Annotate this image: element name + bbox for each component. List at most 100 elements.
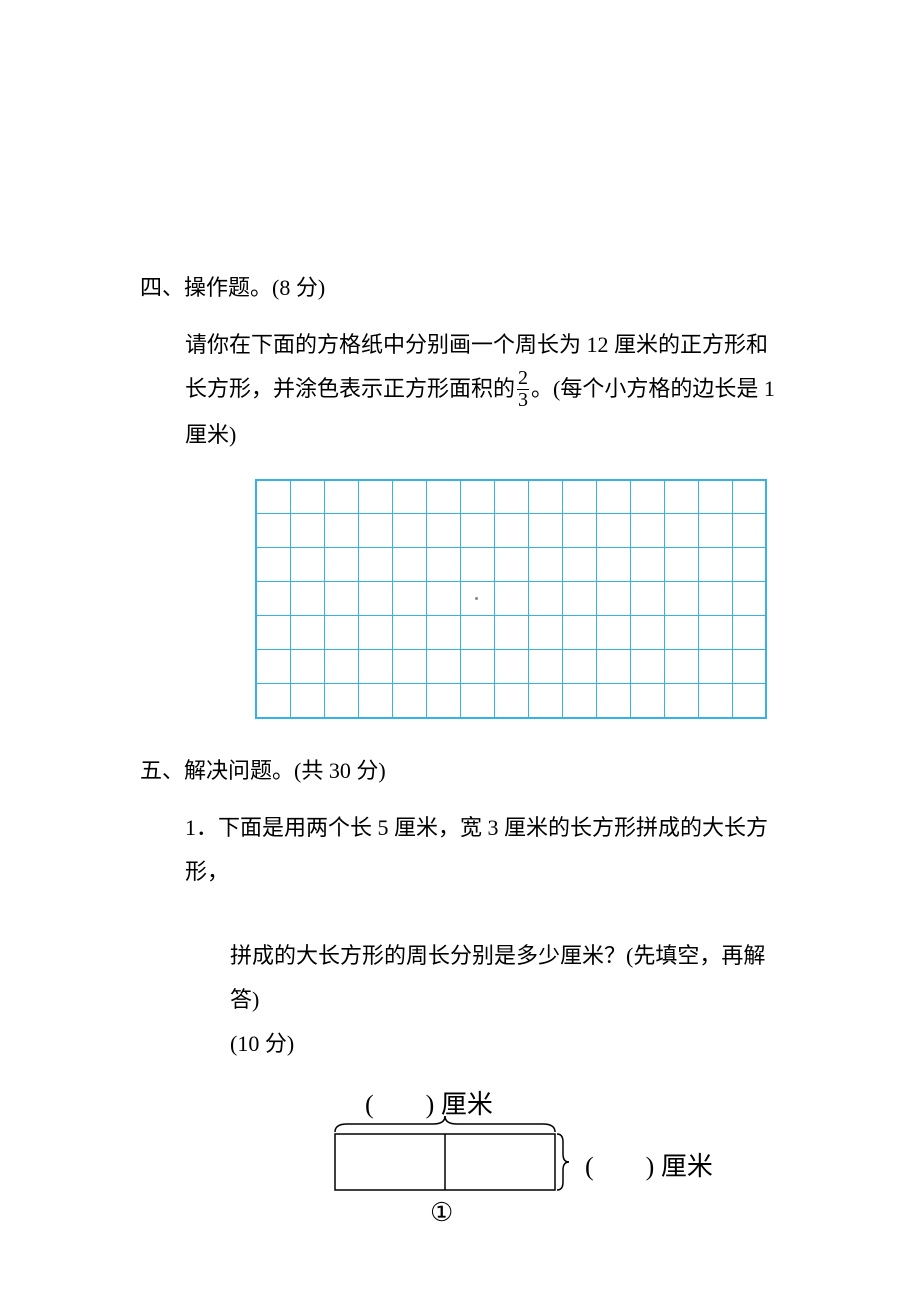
grid-cell <box>596 582 630 616</box>
grid-cell <box>698 582 732 616</box>
grid-paper <box>255 479 767 719</box>
grid-cell <box>562 480 596 514</box>
grid-cell <box>392 684 426 718</box>
section4-body: 请你在下面的方格纸中分别画一个周长为 12 厘米的正方形和 长方形，并涂色表示正… <box>140 323 780 718</box>
figure1-top-label: ( ) 厘米 <box>365 1084 493 1121</box>
grid-cell <box>358 650 392 684</box>
grid-cell <box>324 480 358 514</box>
grid-cell <box>324 616 358 650</box>
grid-cell <box>664 684 698 718</box>
grid-cell <box>290 582 324 616</box>
grid-cell <box>324 548 358 582</box>
fraction-denominator: 3 <box>517 390 529 411</box>
grid-cell <box>596 684 630 718</box>
grid-cell <box>460 480 494 514</box>
grid-cell <box>562 582 596 616</box>
grid-cell <box>460 514 494 548</box>
grid-cell <box>528 650 562 684</box>
grid-cell <box>630 616 664 650</box>
section4-line3: 厘米) <box>185 413 780 457</box>
grid-container <box>255 479 780 719</box>
grid-cell <box>426 650 460 684</box>
grid-cell <box>256 616 290 650</box>
grid-cell <box>290 548 324 582</box>
grid-cell <box>392 650 426 684</box>
grid-cell <box>494 582 528 616</box>
grid-cell <box>528 616 562 650</box>
grid-cell <box>256 684 290 718</box>
section4-line2: 长方形，并涂色表示正方形面积的23。(每个小方格的边长是 1 <box>185 367 780 412</box>
grid-cell <box>392 616 426 650</box>
grid-cell <box>358 480 392 514</box>
grid-cell <box>290 684 324 718</box>
figure1-right-label: ( ) 厘米 <box>585 1146 713 1183</box>
grid-cell <box>256 514 290 548</box>
fraction-numerator: 2 <box>517 368 529 390</box>
grid-cell <box>460 616 494 650</box>
grid-cell <box>596 480 630 514</box>
grid-cell <box>256 582 290 616</box>
grid-cell <box>290 480 324 514</box>
grid-cell <box>324 582 358 616</box>
grid-cell <box>494 616 528 650</box>
grid-cell <box>698 480 732 514</box>
grid-cell <box>494 650 528 684</box>
grid-cell <box>426 548 460 582</box>
grid-cell <box>528 514 562 548</box>
section4-title: 四、操作题。(8 分) <box>140 270 780 305</box>
grid-cell <box>358 582 392 616</box>
grid-cell <box>562 684 596 718</box>
grid-cell <box>562 548 596 582</box>
grid-cell <box>596 616 630 650</box>
grid-cell <box>494 684 528 718</box>
section5-title: 五、解决问题。(共 30 分) <box>140 753 780 788</box>
grid-cell <box>562 616 596 650</box>
grid-cell <box>528 480 562 514</box>
grid-cell <box>562 514 596 548</box>
grid-cell <box>698 684 732 718</box>
grid-cell <box>732 616 766 650</box>
grid-cell <box>630 480 664 514</box>
grid-cell <box>562 650 596 684</box>
grid-cell <box>732 548 766 582</box>
grid-cell <box>426 582 460 616</box>
grid-cell <box>664 650 698 684</box>
section5-q1-line2: 拼成的大长方形的周长分别是多少厘米？(先填空，再解答) <box>230 934 780 1022</box>
grid-cell <box>732 514 766 548</box>
grid-cell <box>664 582 698 616</box>
grid-cell <box>324 514 358 548</box>
grid-cell <box>426 480 460 514</box>
grid-cell <box>426 684 460 718</box>
section5-q1-points: (10 分) <box>230 1022 780 1066</box>
grid-cell <box>528 684 562 718</box>
section5-q1-line1: 1．下面是用两个长 5 厘米，宽 3 厘米的长方形拼成的大长方形， <box>185 806 780 894</box>
grid-cell <box>664 514 698 548</box>
grid-cell <box>698 650 732 684</box>
grid-cell <box>324 650 358 684</box>
grid-cell <box>392 548 426 582</box>
grid-cell <box>596 650 630 684</box>
grid-cell <box>290 650 324 684</box>
grid-cell <box>698 548 732 582</box>
fraction-two-thirds: 23 <box>517 368 529 411</box>
grid-cell <box>392 480 426 514</box>
grid-cell <box>630 650 664 684</box>
grid-cell <box>392 582 426 616</box>
grid-cell <box>732 480 766 514</box>
grid-cell <box>358 684 392 718</box>
grid-cell <box>324 684 358 718</box>
grid-cell <box>732 582 766 616</box>
figure-1: ( ) 厘米 ( ) 厘米 ① <box>305 1090 765 1230</box>
grid-cell <box>256 480 290 514</box>
grid-cell <box>596 548 630 582</box>
grid-cell <box>460 650 494 684</box>
grid-cell <box>528 582 562 616</box>
grid-cell <box>664 548 698 582</box>
grid-cell <box>732 650 766 684</box>
grid-cell <box>630 684 664 718</box>
section4-line2b: 。(每个小方格的边长是 1 <box>531 376 775 401</box>
grid-cell <box>664 480 698 514</box>
grid-cell <box>494 480 528 514</box>
grid-cell <box>358 514 392 548</box>
grid-center-dot <box>475 597 478 600</box>
